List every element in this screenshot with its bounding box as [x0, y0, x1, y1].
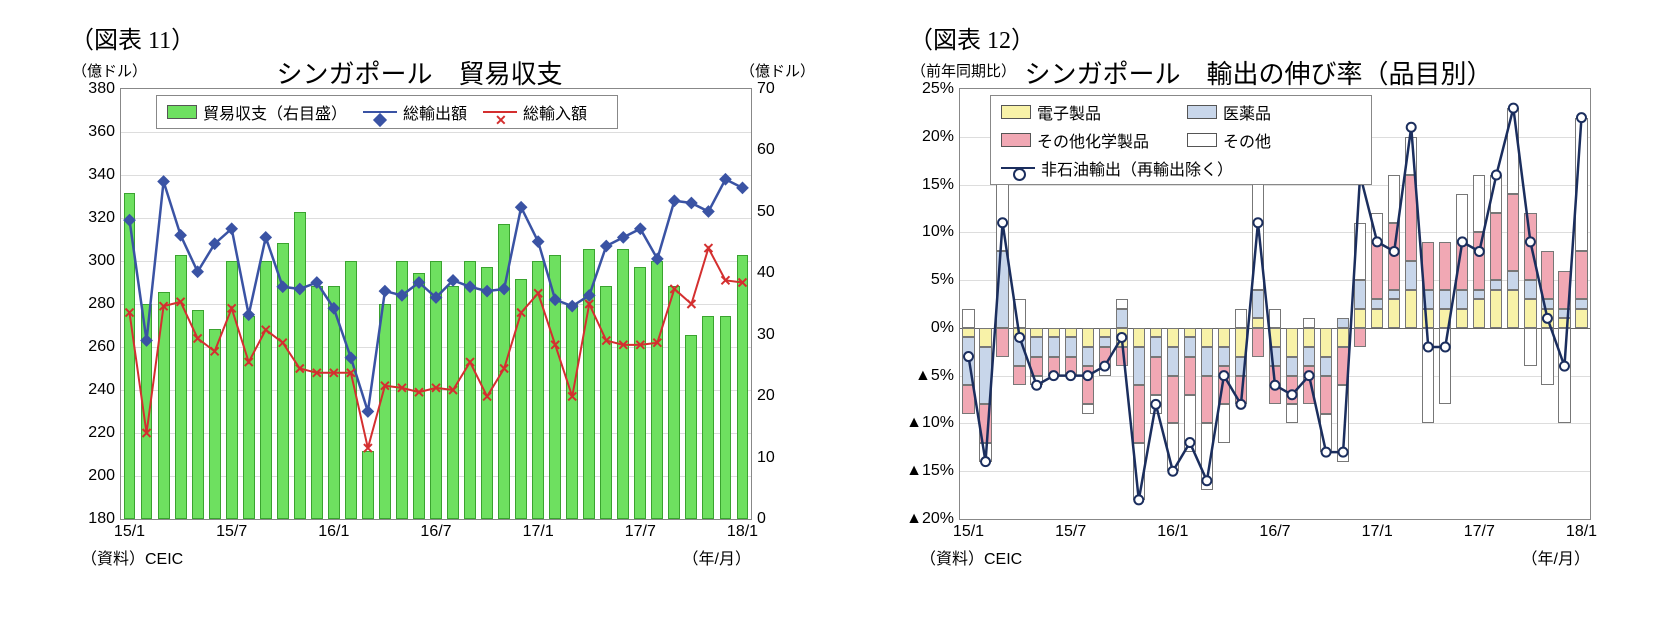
chart-trade-balance: （図表 11）シンガポール 貿易収支（億ドル）（億ドル）180200220240…: [10, 10, 829, 608]
legend: 電子製品医薬品その他化学製品その他非石油輸出（再輸出除く）: [990, 95, 1372, 185]
source-label: （資料）CEIC: [81, 545, 183, 569]
legend: 貿易収支（右目盛）総輸出額✕総輸入額: [156, 95, 618, 129]
plot-area: ▲20%▲15%▲10%▲5%0%5%10%15%20%25%15/115/71…: [959, 88, 1591, 520]
chart-export-growth: （図表 12）シンガポール 輸出の伸び率（品目別）（前年同期比）▲20%▲15%…: [849, 10, 1668, 608]
plot-area: 1802002202402602803003203403603800102030…: [120, 88, 752, 520]
figure-label: （図表 11）: [70, 20, 195, 55]
